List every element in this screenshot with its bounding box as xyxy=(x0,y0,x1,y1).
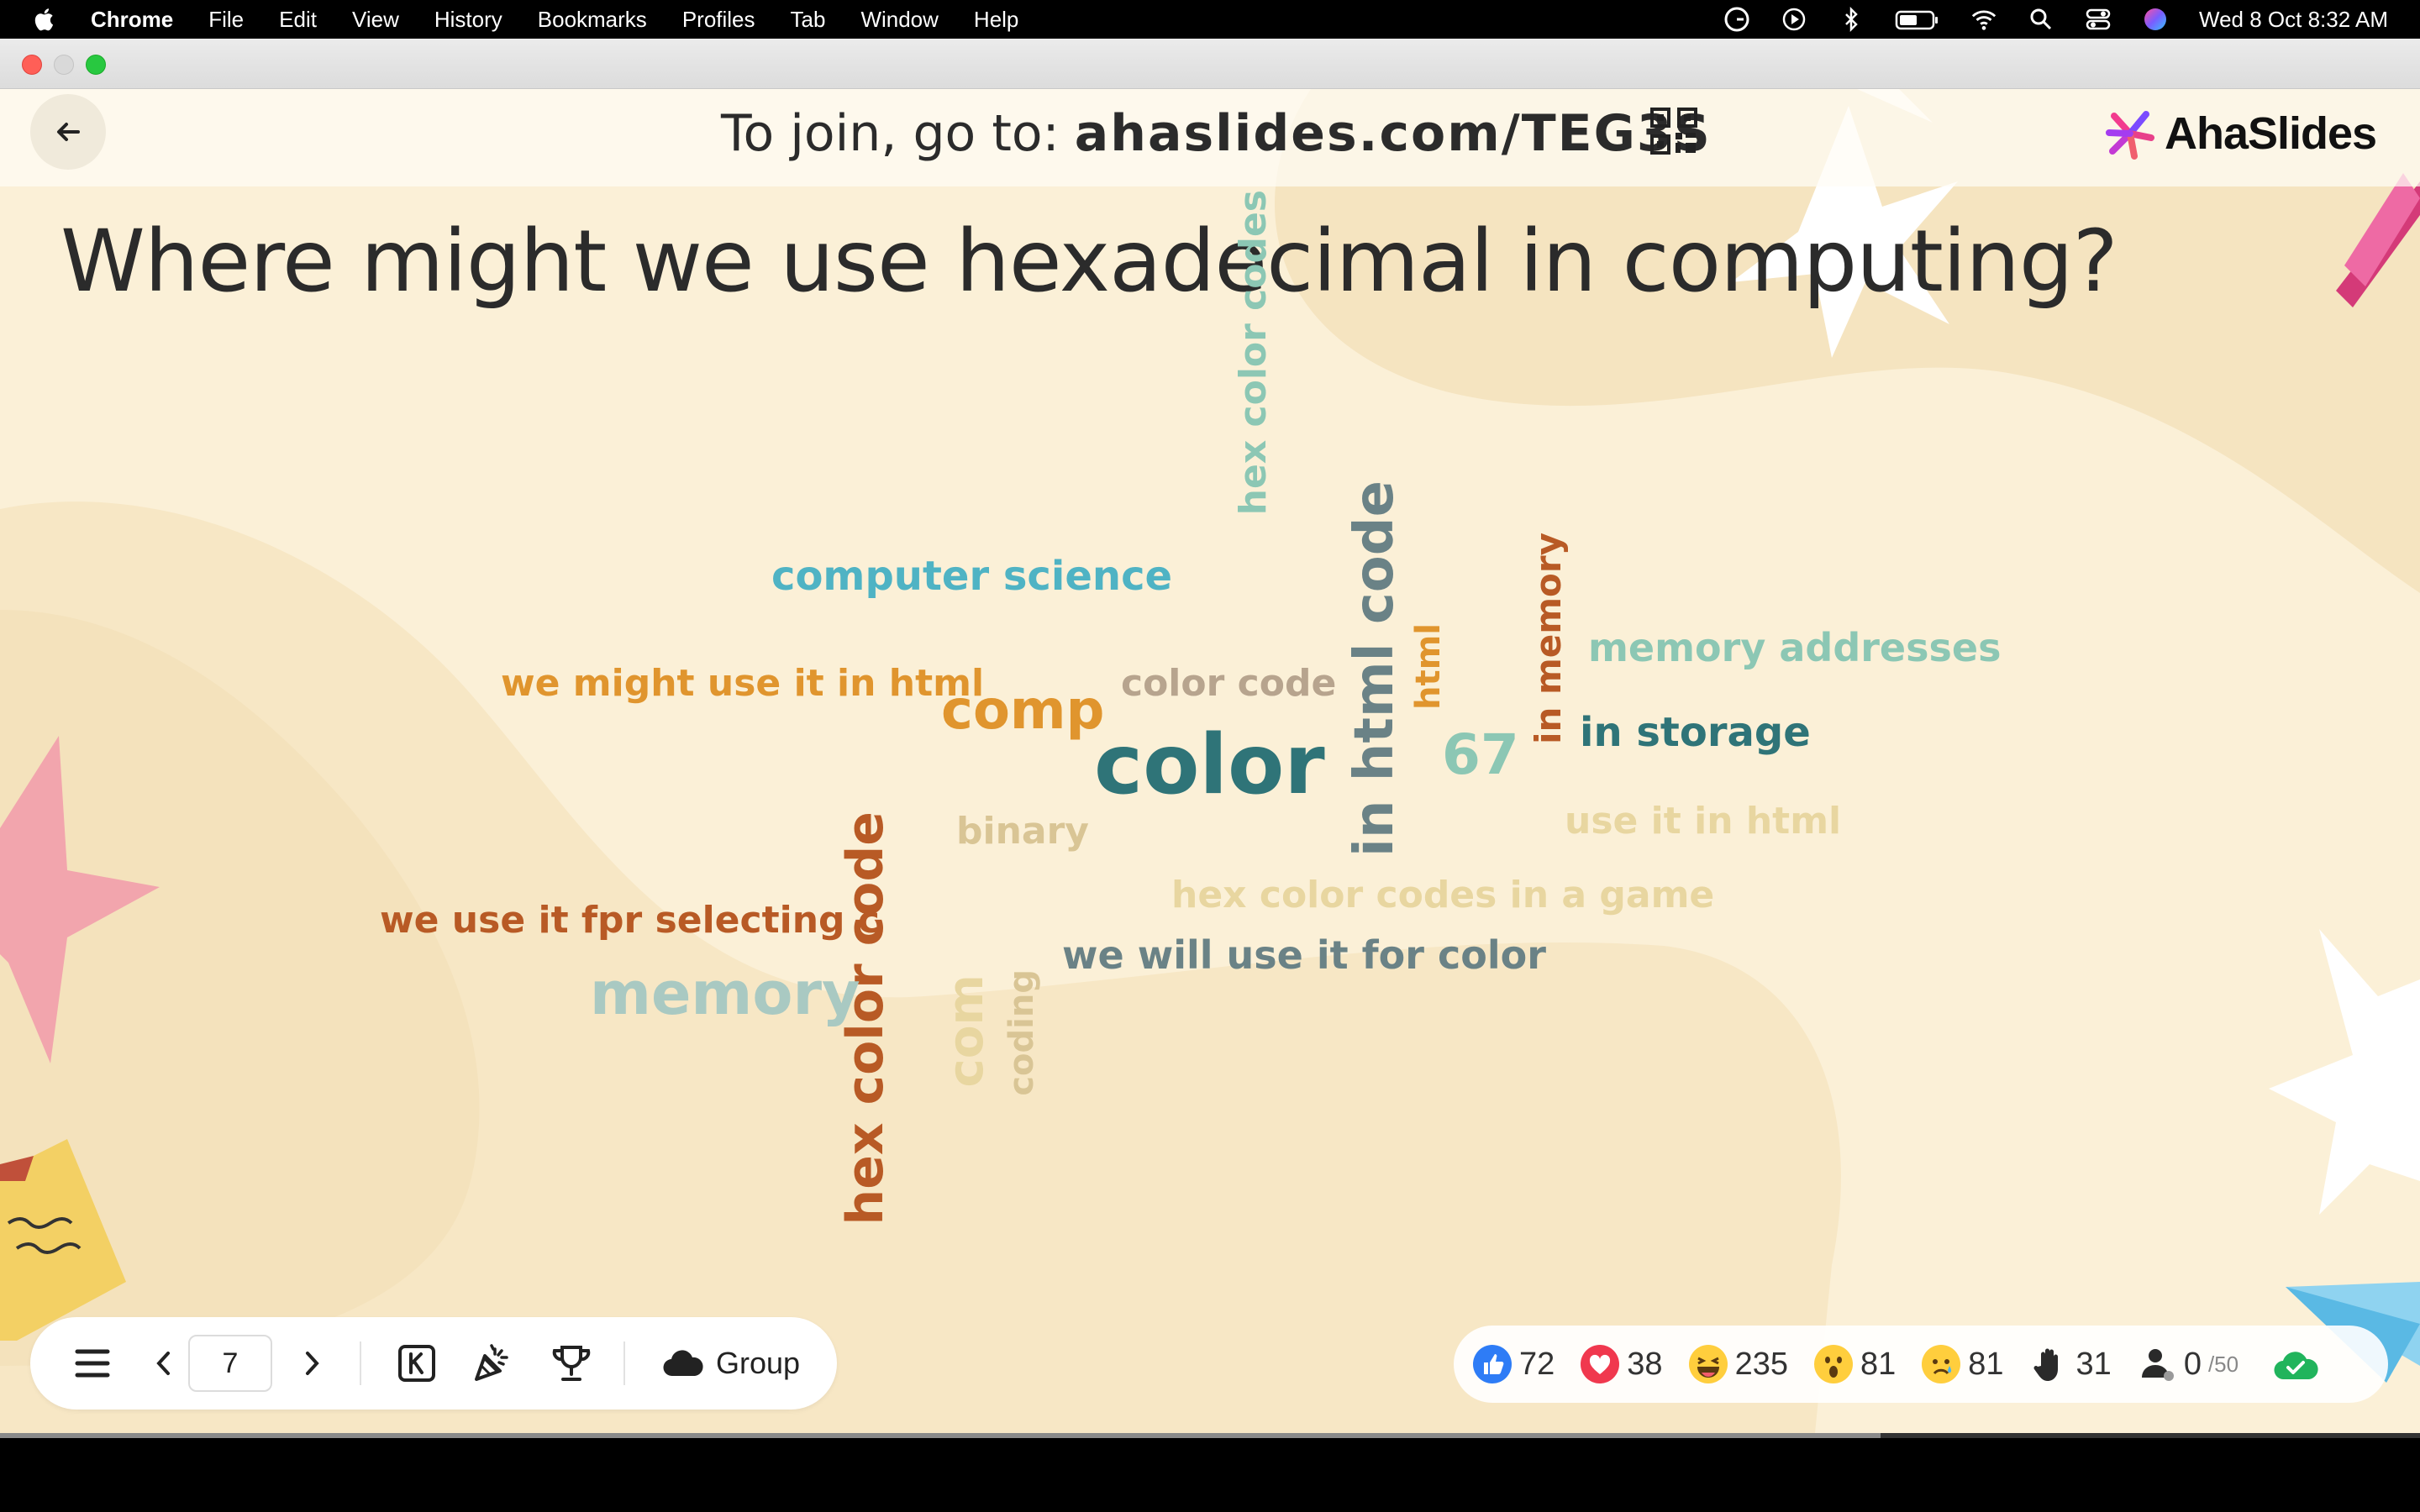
reactions-bar: 72 38 235 81 81 31 0 /50 xyxy=(1454,1326,2388,1403)
surprised-face-icon xyxy=(1813,1345,1853,1383)
menu-bar: Chrome File Edit View History Bookmarks … xyxy=(0,0,2420,39)
cloud-sync-status[interactable] xyxy=(2272,1347,2319,1381)
menu-help[interactable]: Help xyxy=(973,6,1019,32)
menu-edit[interactable]: Edit xyxy=(279,6,317,32)
word-cloud-word: in storage xyxy=(1580,709,1811,756)
celebrate-button[interactable] xyxy=(466,1334,519,1393)
heart-icon xyxy=(1581,1345,1620,1383)
word-cloud-word: use it in html xyxy=(1565,800,1842,843)
reaction-laugh[interactable]: 235 xyxy=(1688,1344,1788,1384)
raised-hand-icon xyxy=(2033,1348,2058,1381)
word-cloud-word: in memory xyxy=(1528,533,1569,744)
cloud-icon xyxy=(663,1350,703,1377)
word-cloud-word: hex color codes xyxy=(1232,190,1275,516)
reaction-heart[interactable]: 38 xyxy=(1580,1344,1663,1384)
leaderboard-button[interactable] xyxy=(544,1334,598,1393)
word-cloud-word: we might use it in html xyxy=(501,662,985,705)
participants-count[interactable]: 0 /50 xyxy=(2137,1344,2238,1384)
word-cloud-word: comp xyxy=(941,680,1105,742)
group-button[interactable]: Group xyxy=(662,1334,800,1393)
menu-view[interactable]: View xyxy=(351,6,399,32)
reaction-wow[interactable]: 81 xyxy=(1813,1344,1896,1384)
menu-tab[interactable]: Tab xyxy=(790,6,826,32)
word-cloud-word: coding xyxy=(1002,969,1041,1096)
word-cloud-word: html xyxy=(1409,623,1448,710)
presentation-stage: To join, go to: ahaslides.com/TEG3S AhaS… xyxy=(0,89,2420,1433)
back-button[interactable] xyxy=(30,94,106,170)
presenter-toolbar: 7 Group xyxy=(30,1317,837,1410)
bluetooth-icon[interactable] xyxy=(1838,6,1865,33)
window-close-button[interactable] xyxy=(22,55,42,75)
word-cloud-word: color xyxy=(1094,717,1325,813)
menubar-clock[interactable]: Wed 8 Oct 8:32 AM xyxy=(2199,6,2388,32)
word-cloud-word: binary xyxy=(956,810,1089,853)
arrow-left-icon xyxy=(57,123,80,141)
search-icon[interactable] xyxy=(2028,6,2054,33)
menu-button[interactable] xyxy=(59,1334,126,1393)
apple-icon[interactable] xyxy=(32,6,59,33)
menu-bookmarks[interactable]: Bookmarks xyxy=(537,6,647,32)
sad-face-icon xyxy=(1922,1345,1961,1383)
join-instructions: To join, go to: ahaslides.com/TEG3S xyxy=(721,97,1712,170)
slide-progress-fill xyxy=(0,1433,1881,1438)
chevron-right-icon xyxy=(306,1352,319,1375)
siri-icon[interactable] xyxy=(2142,6,2169,33)
join-prefix: To join, go to: xyxy=(721,104,1060,163)
word-cloud-word: 67 xyxy=(1442,722,1519,787)
word-cloud-word: com xyxy=(937,974,994,1088)
raised-hands[interactable]: 31 xyxy=(2029,1344,2112,1384)
play-icon[interactable] xyxy=(1781,6,1807,33)
word-cloud-word: we use it fpr selecting c xyxy=(380,899,880,942)
window-minimize-button[interactable] xyxy=(54,55,74,75)
word-cloud-word: computer science xyxy=(771,553,1173,600)
word-cloud: hex color codes computer science in html… xyxy=(0,89,2420,1433)
reaction-like[interactable]: 72 xyxy=(1472,1344,1555,1384)
word-cloud-word: memory addresses xyxy=(1588,625,2002,670)
word-cloud-word: hex color codes in a game xyxy=(1171,874,1715,916)
chevron-left-icon xyxy=(156,1352,170,1375)
slide-number-input[interactable]: 7 xyxy=(188,1335,272,1392)
qr-code-icon[interactable] xyxy=(1650,108,1697,155)
word-cloud-word: in html code xyxy=(1344,480,1406,857)
trophy-icon xyxy=(552,1346,591,1381)
menu-file[interactable]: File xyxy=(208,6,245,32)
word-cloud-word: memory xyxy=(590,959,860,1028)
menu-app-chrome[interactable]: Chrome xyxy=(91,6,174,32)
thumbs-up-icon xyxy=(1473,1345,1512,1383)
previous-slide-button[interactable] xyxy=(138,1334,188,1393)
cloud-check-icon xyxy=(2274,1352,2318,1380)
reaction-sad[interactable]: 81 xyxy=(1921,1344,2004,1384)
window-titlebar xyxy=(0,39,2420,89)
join-code[interactable]: ahaslides.com/TEG3S xyxy=(1074,104,1712,163)
brand-logo[interactable]: AhaSlides xyxy=(2101,99,2377,168)
keyboard-shortcuts-button[interactable] xyxy=(390,1334,444,1393)
laughing-face-icon xyxy=(1688,1345,1728,1383)
participant-icon xyxy=(2141,1349,2174,1381)
menu-history[interactable]: History xyxy=(434,6,502,32)
hamburger-icon xyxy=(75,1349,110,1378)
wifi-icon[interactable] xyxy=(1970,6,1997,33)
toolbar-divider xyxy=(623,1341,625,1385)
word-cloud-word: color code xyxy=(1121,662,1337,705)
join-header: To join, go to: ahaslides.com/TEG3S AhaS… xyxy=(0,89,2420,186)
group-label: Group xyxy=(716,1346,801,1380)
battery-icon[interactable] xyxy=(1895,6,1940,33)
brand-name: AhaSlides xyxy=(2165,108,2377,159)
keyboard-k-icon xyxy=(398,1345,435,1382)
ahaslides-logo-icon xyxy=(2106,111,2154,160)
next-slide-button[interactable] xyxy=(287,1334,338,1393)
slide-progress-bar xyxy=(0,1433,2420,1438)
menu-profiles[interactable]: Profiles xyxy=(681,6,755,32)
slide-question: Where might we use hexadecimal in comput… xyxy=(60,212,2118,312)
word-cloud-word: we will use it for color xyxy=(1062,932,1546,978)
grammarly-icon[interactable] xyxy=(1723,6,1750,33)
party-popper-icon xyxy=(475,1344,508,1381)
window-zoom-button[interactable] xyxy=(86,55,106,75)
control-center-icon[interactable] xyxy=(2085,6,2112,33)
menu-window[interactable]: Window xyxy=(860,6,939,32)
toolbar-divider xyxy=(360,1341,361,1385)
